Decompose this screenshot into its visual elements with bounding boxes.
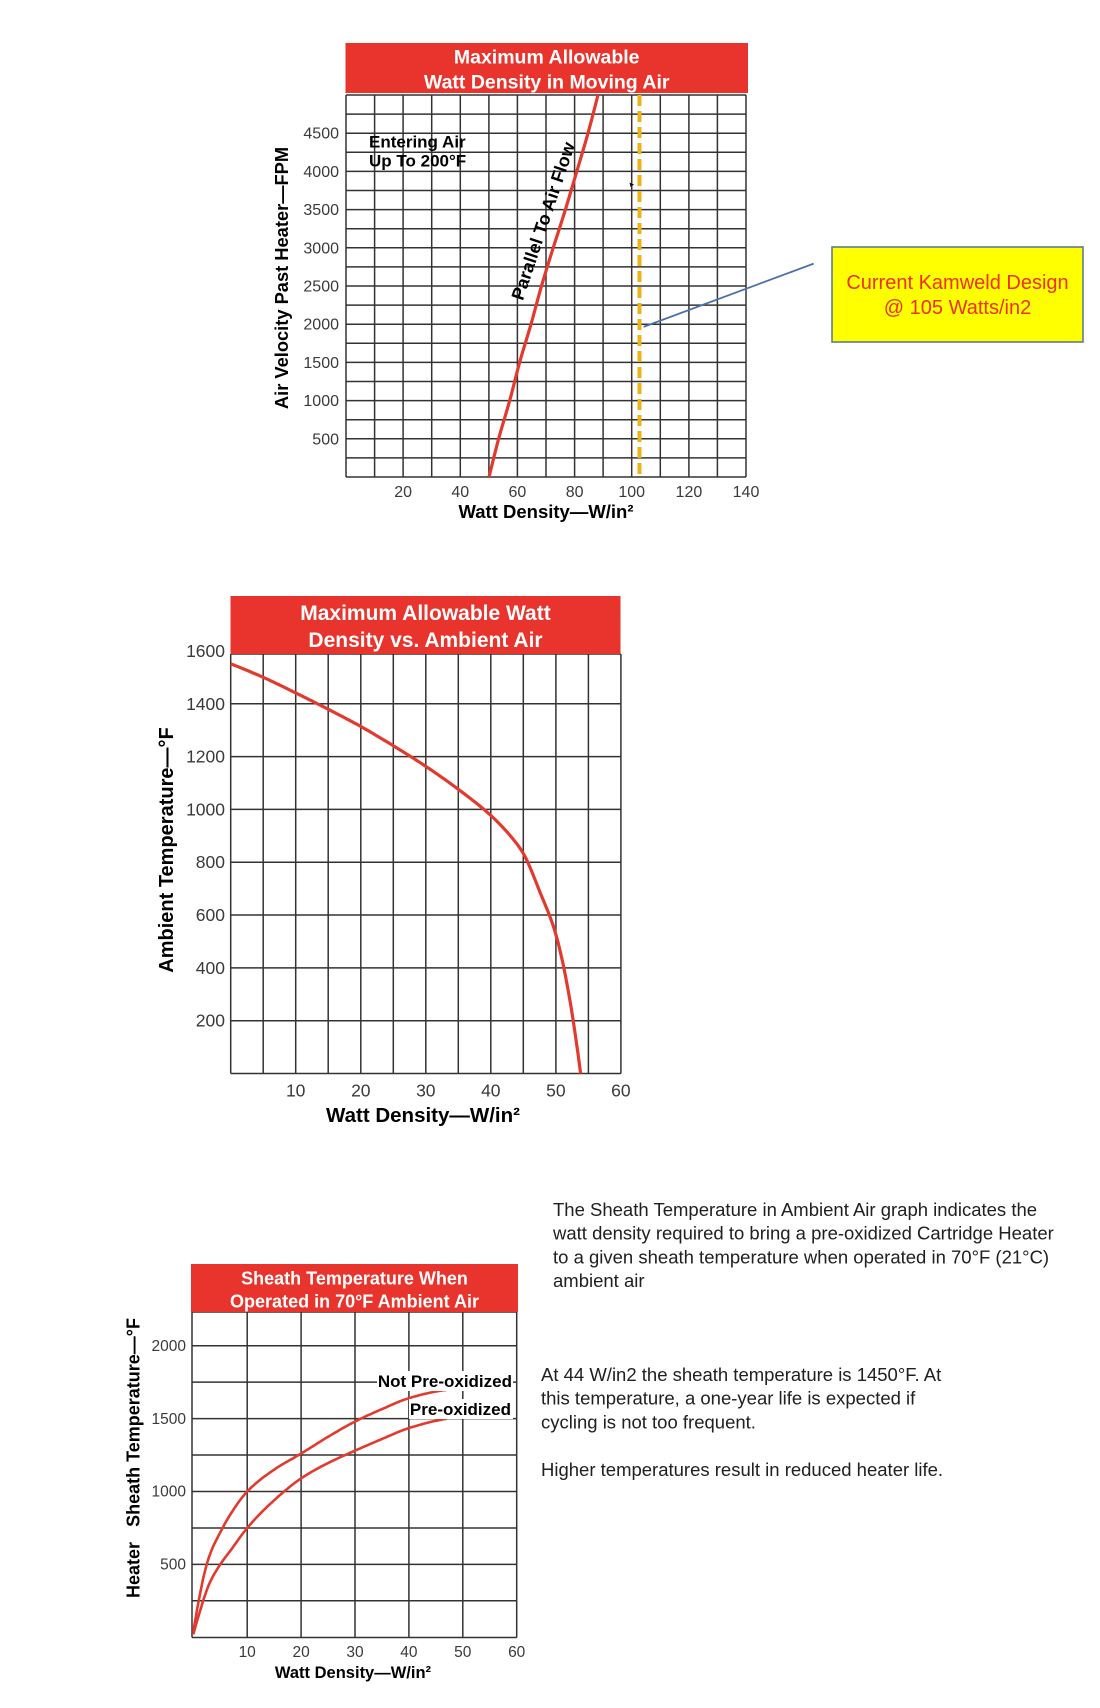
svg-text:20: 20: [394, 484, 412, 501]
svg-text:Density vs. Ambient Air: Density vs. Ambient Air: [308, 629, 542, 652]
svg-text:30: 30: [416, 1081, 436, 1101]
svg-text:400: 400: [196, 958, 225, 978]
svg-text:1500: 1500: [303, 355, 339, 372]
svg-text:Watt Density—W/in²: Watt Density—W/in²: [458, 501, 633, 522]
svg-text:Entering Air: Entering Air: [369, 133, 466, 152]
svg-text:Sheath Temperature When: Sheath Temperature When: [241, 1269, 468, 1289]
svg-text:Watt Density in Moving Air: Watt Density in Moving Air: [424, 72, 670, 94]
svg-text:ambient air: ambient air: [553, 1270, 645, 1291]
svg-text:2000: 2000: [303, 317, 339, 334]
svg-text:The Sheath Temperature in Ambi: The Sheath Temperature in Ambient Air gr…: [553, 1199, 1037, 1220]
svg-text:1000: 1000: [152, 1484, 187, 1501]
svg-text:Watt Density—W/in²: Watt Density—W/in²: [326, 1104, 520, 1127]
svg-text:500: 500: [312, 431, 339, 448]
svg-text:200: 200: [196, 1011, 225, 1031]
svg-text:1200: 1200: [186, 747, 225, 767]
svg-text:100: 100: [618, 484, 645, 501]
svg-text:10: 10: [239, 1644, 257, 1661]
svg-text:watt density required to bring: watt density required to bring a pre-oxi…: [552, 1223, 1054, 1244]
svg-text:20: 20: [292, 1644, 310, 1661]
svg-text:2000: 2000: [152, 1338, 187, 1355]
svg-text:3500: 3500: [303, 202, 339, 219]
svg-text:this temperature, a one-year l: this temperature, a one-year life is exp…: [541, 1388, 916, 1409]
svg-text:4000: 4000: [303, 164, 339, 181]
svg-text:1000: 1000: [303, 393, 339, 410]
svg-text:Maximum Allowable: Maximum Allowable: [454, 47, 640, 69]
svg-text:800: 800: [196, 852, 225, 872]
svg-text:120: 120: [676, 484, 703, 501]
svg-text:Air Velocity Past Heater—FPM: Air Velocity Past Heater—FPM: [271, 147, 292, 409]
svg-text:40: 40: [451, 484, 469, 501]
svg-text:4500: 4500: [303, 126, 339, 143]
svg-text:500: 500: [160, 1557, 186, 1574]
svg-text:Not Pre-oxidized: Not Pre-oxidized: [378, 1372, 512, 1391]
svg-text:600: 600: [196, 905, 225, 925]
svg-text:Maximum Allowable Watt: Maximum Allowable Watt: [300, 602, 550, 625]
svg-text:40: 40: [400, 1644, 418, 1661]
svg-text:Up To 200°F: Up To 200°F: [369, 152, 466, 171]
svg-text:Watt Density—W/in²: Watt Density—W/in²: [275, 1664, 432, 1682]
svg-text:60: 60: [509, 484, 527, 501]
svg-text:At 44 W/in2 the sheath tempera: At 44 W/in2 the sheath temperature is 14…: [541, 1364, 941, 1385]
svg-text:2500: 2500: [303, 279, 339, 296]
svg-text:1000: 1000: [186, 799, 225, 819]
svg-text:1600: 1600: [186, 641, 225, 661]
svg-text:1500: 1500: [152, 1411, 187, 1428]
svg-text:@ 105 Watts/in2: @ 105 Watts/in2: [884, 297, 1031, 319]
svg-text:60: 60: [611, 1081, 631, 1101]
svg-text:3000: 3000: [303, 240, 339, 257]
svg-text:Ambient Temperature—°F: Ambient Temperature—°F: [156, 727, 178, 972]
svg-text:40: 40: [481, 1081, 501, 1101]
svg-text:1400: 1400: [186, 694, 225, 714]
svg-text:Higher temperatures result in: Higher temperatures result in reduced he…: [541, 1459, 943, 1480]
svg-text:Heater Sheath Temperature—°F: Heater Sheath Temperature—°F: [124, 1318, 144, 1598]
svg-text:60: 60: [508, 1644, 526, 1661]
svg-text:140: 140: [733, 484, 760, 501]
svg-text:Pre-oxidized: Pre-oxidized: [410, 1400, 511, 1419]
svg-text:80: 80: [566, 484, 584, 501]
svg-text:Current Kamweld Design: Current Kamweld Design: [846, 272, 1068, 294]
svg-text:cycling is not too frequent.: cycling is not too frequent.: [541, 1411, 756, 1432]
svg-text:Operated in 70°F Ambient Air: Operated in 70°F Ambient Air: [230, 1292, 479, 1312]
svg-text:50: 50: [546, 1081, 566, 1101]
svg-text:20: 20: [351, 1081, 371, 1101]
svg-text:30: 30: [346, 1644, 364, 1661]
svg-text:to a given sheath temperature: to a given sheath temperature when opera…: [553, 1246, 1049, 1267]
svg-text:10: 10: [286, 1081, 306, 1101]
svg-text:50: 50: [454, 1644, 472, 1661]
